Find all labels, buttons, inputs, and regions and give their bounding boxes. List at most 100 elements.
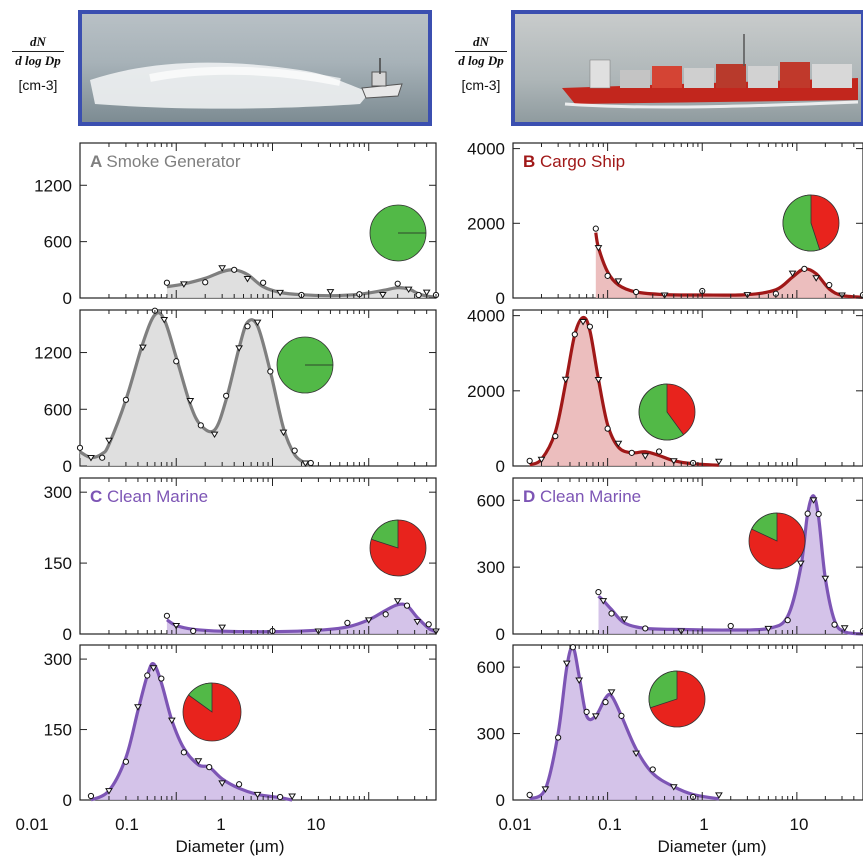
composition-pie bbox=[648, 670, 706, 728]
measurement-point bbox=[326, 289, 335, 296]
measurement-point bbox=[812, 275, 821, 282]
x-tick-label: 1 bbox=[216, 815, 225, 834]
measurement-point bbox=[186, 398, 195, 405]
measurement-point bbox=[715, 792, 723, 799]
y-tick-label: 0 bbox=[63, 289, 72, 308]
pie-slice-green bbox=[187, 682, 213, 713]
y-tick-label: 4000 bbox=[467, 307, 505, 326]
measurement-point bbox=[579, 319, 587, 326]
pie-slice-green bbox=[648, 670, 678, 709]
measurement-point bbox=[179, 281, 188, 288]
measurement-point bbox=[608, 610, 615, 617]
measurement-point bbox=[210, 431, 219, 439]
composition-pie bbox=[182, 682, 242, 742]
measurement-point bbox=[620, 616, 629, 623]
composition-pie bbox=[748, 512, 806, 570]
measurement-point bbox=[541, 786, 550, 793]
measurement-point bbox=[218, 780, 227, 787]
measurement-point bbox=[669, 458, 678, 465]
measurement-point bbox=[604, 425, 611, 432]
panel-letter: C bbox=[90, 487, 107, 506]
measurement-point bbox=[821, 575, 830, 583]
measurement-point bbox=[167, 717, 176, 725]
size-distribution-area bbox=[80, 312, 311, 466]
panel-D-bottom: 0 300 600 bbox=[477, 644, 863, 810]
photo-fishing-boat bbox=[78, 10, 432, 126]
y-tick-label: 300 bbox=[477, 725, 505, 744]
measurement-point bbox=[586, 323, 594, 330]
measurement-point bbox=[656, 448, 663, 455]
measurement-point bbox=[628, 449, 635, 456]
measurement-point bbox=[160, 316, 169, 324]
measurement-point bbox=[138, 344, 147, 352]
measurement-point bbox=[87, 792, 95, 800]
measurement-point bbox=[122, 758, 130, 765]
y-label-denominator: d log Dp bbox=[458, 53, 504, 68]
measurement-point bbox=[614, 440, 623, 448]
measurement-point bbox=[859, 291, 863, 299]
measurement-point bbox=[591, 713, 600, 720]
panel-title: B Cargo Ship bbox=[523, 152, 625, 171]
pie-slice-green bbox=[638, 383, 685, 441]
y-label-units: [cm-3] bbox=[461, 77, 501, 93]
y-tick-label: 0 bbox=[496, 625, 505, 644]
measurement-point bbox=[279, 429, 288, 437]
measurement-point bbox=[223, 392, 230, 399]
measurement-point bbox=[614, 278, 623, 285]
measurement-point bbox=[583, 708, 590, 715]
y-tick-label: 600 bbox=[477, 658, 505, 677]
measurement-point bbox=[669, 784, 678, 791]
measurement-point bbox=[604, 272, 611, 279]
measurement-point bbox=[404, 286, 413, 294]
measurement-point bbox=[394, 280, 401, 287]
measurement-point bbox=[288, 793, 297, 800]
measurement-point bbox=[562, 660, 571, 668]
y-axis-label-left: dN d log Dp [cm-3] bbox=[2, 34, 74, 93]
measurement-point bbox=[194, 758, 203, 765]
y-tick-label: 4000 bbox=[467, 140, 505, 159]
measurement-point bbox=[826, 281, 833, 289]
measurement-point bbox=[602, 699, 609, 706]
measurement-point bbox=[561, 376, 570, 384]
measurement-point bbox=[594, 377, 603, 384]
panel-A-bottom: 0 600 1200 bbox=[34, 307, 437, 476]
panel-C-bottom: 0 150 300 bbox=[44, 644, 437, 810]
measurement-point bbox=[267, 368, 274, 375]
measurement-point bbox=[236, 781, 243, 788]
y-label-denominator: d log Dp bbox=[15, 53, 61, 68]
panel-letter: A bbox=[90, 152, 106, 171]
measurement-point bbox=[840, 625, 849, 632]
measurement-point bbox=[144, 672, 151, 679]
measurement-point bbox=[859, 627, 863, 635]
measurement-point bbox=[180, 749, 187, 756]
y-tick-label: 0 bbox=[496, 791, 505, 810]
y-axis-label-right: dN d log Dp [cm-3] bbox=[445, 34, 517, 93]
panel-letter: D bbox=[523, 487, 540, 506]
composition-pie bbox=[638, 383, 696, 441]
measurement-point bbox=[163, 279, 171, 286]
measurement-point bbox=[831, 621, 838, 628]
measurement-point bbox=[592, 225, 599, 232]
size-distribution-fit bbox=[90, 662, 293, 802]
measurement-point bbox=[403, 602, 411, 609]
measurement-point bbox=[122, 396, 130, 403]
measurement-point bbox=[158, 675, 165, 682]
measurement-point bbox=[715, 458, 723, 466]
y-tick-label: 600 bbox=[44, 233, 72, 252]
measurement-point bbox=[87, 454, 95, 462]
x-tick-label: 10 bbox=[790, 815, 809, 834]
measurement-point bbox=[552, 433, 559, 440]
measurement-point bbox=[197, 422, 204, 429]
measurement-point bbox=[575, 677, 584, 684]
measurement-point bbox=[555, 734, 562, 741]
size-distribution-fit bbox=[597, 494, 863, 636]
measurement-point bbox=[105, 788, 113, 795]
measurement-point bbox=[190, 627, 197, 635]
panel-C-top: 0 150 300 C Clean Marine bbox=[44, 477, 440, 644]
y-tick-label: 1200 bbox=[34, 344, 72, 363]
x-axis-left: 0.01 0.1 1 10 Diameter (μm) bbox=[15, 815, 325, 856]
y-tick-label: 2000 bbox=[467, 214, 505, 233]
measurement-point bbox=[796, 560, 805, 568]
measurement-point bbox=[301, 460, 310, 467]
x-tick-label: 0.01 bbox=[498, 815, 531, 834]
